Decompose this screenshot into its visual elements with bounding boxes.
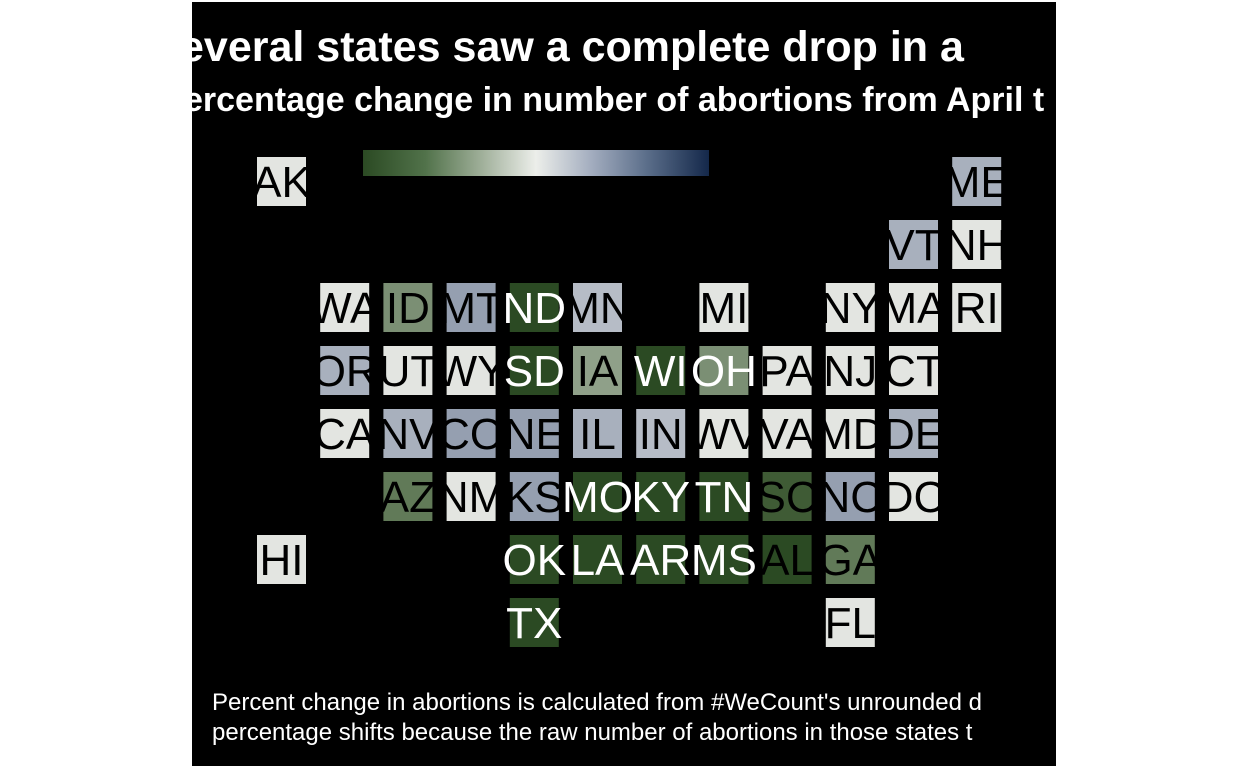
state-label-vt: VT <box>885 221 941 270</box>
state-label-ga: GA <box>819 536 883 585</box>
state-label-wy: WY <box>436 347 507 396</box>
state-label-ca: CA <box>314 410 376 459</box>
state-label-nd: ND <box>503 284 567 333</box>
state-label-nj: NJ <box>823 347 877 396</box>
state-label-ma: MA <box>881 284 948 333</box>
state-label-ar: AR <box>630 536 691 585</box>
state-label-nm: NM <box>437 473 505 522</box>
state-label-ak: AK <box>252 158 311 207</box>
state-label-ky: KY <box>631 473 690 522</box>
state-label-ut: UT <box>379 347 438 396</box>
state-label-il: IL <box>579 410 616 459</box>
state-label-nv: NV <box>377 410 439 459</box>
state-label-me: ME <box>944 158 1010 207</box>
state-label-tn: TN <box>695 473 754 522</box>
state-label-ny: NY <box>820 284 881 333</box>
state-label-id: ID <box>386 284 430 333</box>
state-label-va: VA <box>759 410 815 459</box>
state-label-md: MD <box>816 410 884 459</box>
state-label-ri: RI <box>955 284 999 333</box>
state-label-ok: OK <box>503 536 567 585</box>
state-label-dc: DC <box>882 473 946 522</box>
state-label-ne: NE <box>504 410 565 459</box>
state-label-de: DE <box>883 410 944 459</box>
state-label-mn: MN <box>563 284 631 333</box>
state-label-hi: HI <box>260 536 304 585</box>
state-label-mo: MO <box>562 473 633 522</box>
state-label-nc: NC <box>819 473 883 522</box>
state-label-sc: SC <box>757 473 818 522</box>
state-label-fl: FL <box>825 599 876 648</box>
state-label-in: IN <box>639 410 683 459</box>
state-label-or: OR <box>312 347 378 396</box>
state-label-oh: OH <box>691 347 757 396</box>
state-label-ct: CT <box>884 347 943 396</box>
state-label-tx: TX <box>506 599 562 648</box>
state-label-ia: IA <box>577 347 619 396</box>
state-label-ms: MS <box>691 536 757 585</box>
state-label-co: CO <box>438 410 504 459</box>
state-label-nh: NH <box>945 221 1009 270</box>
state-label-az: AZ <box>380 473 436 522</box>
state-label-wa: WA <box>310 284 380 333</box>
state-label-ks: KS <box>505 473 564 522</box>
state-label-pa: PA <box>759 347 815 396</box>
state-label-wi: WI <box>634 347 688 396</box>
state-label-mi: MI <box>699 284 748 333</box>
state-label-wv: WV <box>688 410 760 459</box>
state-label-la: LA <box>571 536 625 585</box>
state-label-mt: MT <box>439 284 503 333</box>
state-label-sd: SD <box>504 347 565 396</box>
state-label-al: AL <box>760 536 814 585</box>
